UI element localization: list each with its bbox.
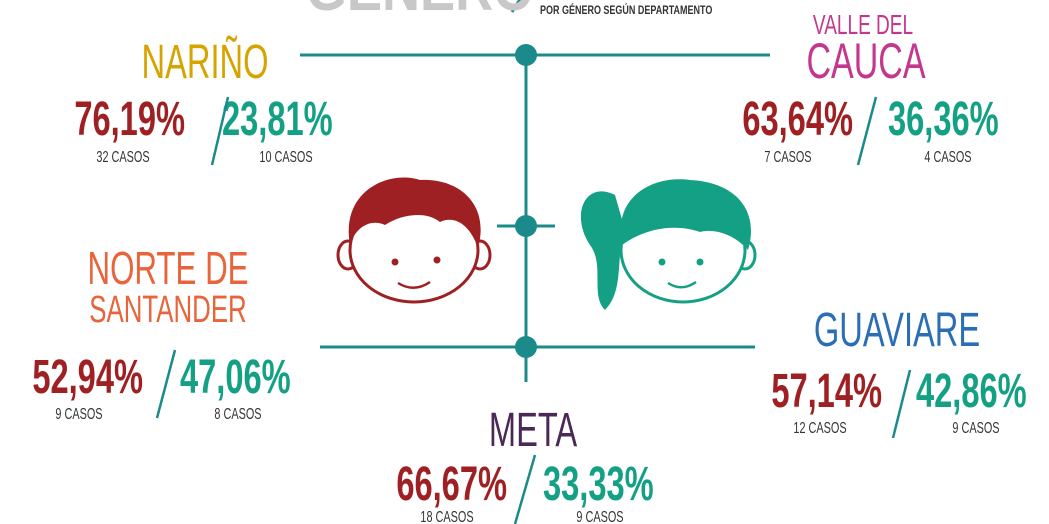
male-cases-group: 18 CASOS [420, 508, 473, 524]
male-cases-group: 7 CASOS [764, 148, 811, 166]
boy-face [336, 177, 492, 304]
female-cases-group: 4 CASOS [924, 148, 971, 166]
title-slash [510, 0, 522, 13]
female-percentage: 36,36% [888, 92, 999, 146]
male-percentage: 63,64% [742, 92, 853, 146]
node [515, 336, 537, 358]
department-name-group: GUAVIARE [814, 303, 980, 357]
female-percentage: 33,33% [543, 457, 654, 511]
male-percentage: 76,19% [74, 92, 185, 146]
male-cases: 12 CASOS [793, 419, 846, 437]
male-cases: 32 CASOS [96, 148, 149, 166]
male-percentage-group: 76,19% [74, 92, 185, 146]
male-percentage: 52,94% [32, 350, 143, 404]
male-cases-group: 9 CASOS [55, 405, 102, 423]
male-percentage-group: 63,64% [742, 92, 853, 146]
title: GÉNERO [306, 0, 534, 24]
female-cases: 10 CASOS [259, 148, 312, 166]
female-cases-group: 10 CASOS [259, 148, 312, 166]
divider-slash [856, 96, 878, 166]
department-name-group: SANTANDER [89, 288, 246, 330]
node [515, 215, 537, 237]
male-cases: 9 CASOS [55, 405, 102, 423]
divider-slash [513, 454, 537, 524]
female-percentage: 23,81% [222, 92, 333, 146]
department-name: NARIÑO [142, 35, 269, 89]
male-percentage-group: 66,67% [396, 457, 507, 511]
male-cases: 7 CASOS [764, 148, 811, 166]
subtitle-group: POR GÉNERO SEGÚN DEPARTAMENTO [540, 3, 712, 18]
department-name: GUAVIARE [814, 303, 980, 357]
male-cases-group: 12 CASOS [793, 419, 846, 437]
female-percentage: 47,06% [180, 350, 291, 404]
department-name: SANTANDER [89, 288, 246, 330]
male-percentage: 66,67% [396, 457, 507, 511]
male-percentage-group: 52,94% [32, 350, 143, 404]
department-name: VALLE DEL [813, 9, 913, 41]
female-cases: 8 CASOS [214, 405, 261, 423]
female-cases-group: 9 CASOS [952, 419, 999, 437]
male-percentage: 57,14% [771, 364, 882, 418]
girl-face [580, 179, 757, 310]
nodes [515, 44, 537, 358]
divider-slash [891, 369, 912, 439]
female-cases-group: 9 CASOS [576, 508, 623, 524]
female-percentage-group: 42,86% [916, 364, 1027, 418]
female-percentage-group: 33,33% [543, 457, 654, 511]
subtitle: POR GÉNERO SEGÚN DEPARTAMENTO [540, 3, 712, 18]
department-name-group: NORTE DE [87, 243, 248, 294]
divider-slash [210, 96, 230, 166]
department-name-group: META [489, 403, 578, 457]
female-cases-group: 8 CASOS [214, 405, 261, 423]
female-cases: 4 CASOS [924, 148, 971, 166]
department-name-group: CAUCA [806, 34, 925, 90]
male-percentage-group: 57,14% [771, 364, 882, 418]
department-name-group: VALLE DEL [813, 9, 913, 41]
department-name: META [489, 403, 578, 457]
female-percentage-group: 47,06% [180, 350, 291, 404]
department-name: CAUCA [806, 34, 925, 90]
female-percentage-group: 23,81% [222, 92, 333, 146]
male-cases: 18 CASOS [420, 508, 473, 524]
female-cases: 9 CASOS [952, 419, 999, 437]
department-name-group: NARIÑO [142, 35, 269, 89]
department-name: NORTE DE [87, 243, 248, 294]
node [515, 44, 537, 66]
female-cases: 9 CASOS [576, 508, 623, 524]
divider-slash [155, 349, 177, 419]
female-percentage-group: 36,36% [888, 92, 999, 146]
male-cases-group: 32 CASOS [96, 148, 149, 166]
female-percentage: 42,86% [916, 364, 1027, 418]
title-group: GÉNERO [306, 0, 534, 24]
